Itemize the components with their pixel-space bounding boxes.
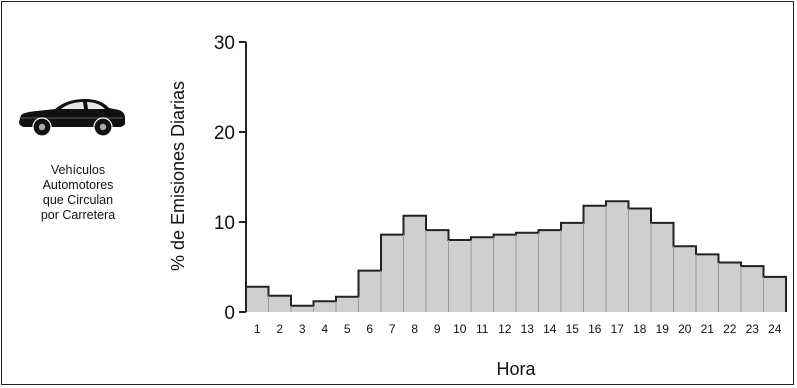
bars-group bbox=[245, 200, 787, 312]
x-axis-label: Hora bbox=[496, 359, 536, 379]
bar-hour-3 bbox=[291, 305, 314, 312]
x-tick-label: 2 bbox=[276, 322, 283, 336]
x-tick-label: 18 bbox=[633, 322, 647, 336]
bar-hour-8 bbox=[403, 215, 426, 312]
bar-hour-15 bbox=[561, 222, 584, 312]
y-tick-label: 20 bbox=[214, 123, 235, 144]
x-tick-label: 13 bbox=[521, 322, 535, 336]
x-tick-label: 7 bbox=[389, 322, 396, 336]
x-tick-label: 24 bbox=[768, 322, 782, 336]
bar-hour-22 bbox=[718, 262, 741, 312]
bar-hour-17 bbox=[606, 201, 629, 312]
bar-hour-21 bbox=[696, 254, 719, 312]
bar-hour-9 bbox=[426, 230, 449, 312]
x-tick-label: 10 bbox=[453, 322, 467, 336]
x-tick-label: 6 bbox=[366, 322, 373, 336]
y-tick-label: 30 bbox=[214, 33, 235, 54]
legend-caption: Vehículos Automotores que Circulan por C… bbox=[8, 163, 148, 223]
bar-hour-5 bbox=[336, 296, 359, 312]
x-tick-label: 12 bbox=[498, 322, 512, 336]
bar-hour-11 bbox=[471, 237, 494, 312]
x-tick-label: 4 bbox=[321, 322, 328, 336]
x-tick-label: 22 bbox=[723, 322, 737, 336]
x-tick-label: 11 bbox=[476, 322, 489, 336]
bar-outline bbox=[245, 200, 787, 312]
legend-caption-line: por Carretera bbox=[40, 208, 116, 222]
x-tick-label: 21 bbox=[701, 322, 715, 336]
bar-hour-13 bbox=[516, 232, 539, 312]
x-tick-label: 17 bbox=[611, 322, 625, 336]
bar-hour-12 bbox=[493, 234, 516, 312]
x-tick-label: 8 bbox=[411, 322, 418, 336]
y-tick-label: 0 bbox=[224, 303, 235, 324]
x-tick-label: 3 bbox=[299, 322, 306, 336]
bar-hour-24 bbox=[763, 276, 786, 312]
x-tick-label: 19 bbox=[656, 322, 670, 336]
bar-hour-16 bbox=[583, 205, 606, 312]
bar-hour-6 bbox=[358, 270, 381, 312]
bar-hour-19 bbox=[651, 222, 674, 312]
y-axis-label: % de Emisiones Diarias bbox=[168, 81, 188, 271]
y-tick-label: 10 bbox=[214, 213, 235, 234]
x-tick-label: 16 bbox=[588, 322, 602, 336]
x-tick-label: 20 bbox=[678, 322, 692, 336]
bar-hour-18 bbox=[628, 208, 651, 312]
x-tick-label: 5 bbox=[344, 322, 351, 336]
bar-hour-23 bbox=[741, 266, 764, 312]
bar-hour-4 bbox=[313, 301, 336, 312]
x-tick-label: 9 bbox=[434, 322, 441, 336]
x-tick-label: 14 bbox=[543, 322, 557, 336]
legend-caption-line: Automotores bbox=[42, 178, 114, 192]
x-tick-label: 23 bbox=[746, 322, 760, 336]
bar-hour-1 bbox=[246, 286, 269, 312]
bar-hour-20 bbox=[673, 246, 696, 312]
legend-caption-line: que Circulan bbox=[42, 193, 114, 207]
bar-hour-7 bbox=[381, 234, 404, 312]
x-tick-label: 15 bbox=[566, 322, 580, 336]
bar-hour-14 bbox=[538, 230, 561, 312]
bar-hour-2 bbox=[268, 295, 291, 312]
legend-caption-line: Vehículos bbox=[50, 163, 106, 177]
x-tick-label: 1 bbox=[254, 322, 261, 336]
car-icon bbox=[19, 99, 125, 137]
bar-hour-10 bbox=[448, 240, 471, 312]
